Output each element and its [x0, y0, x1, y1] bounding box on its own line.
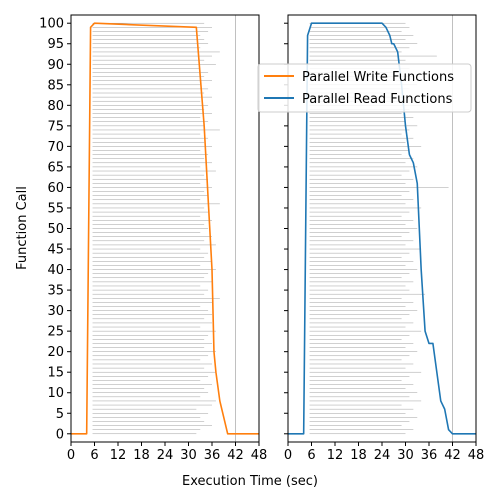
series-line-read: [288, 22, 476, 435]
legend-entry-write: Parallel Write Functions: [302, 70, 454, 85]
series-line-write: [71, 22, 259, 435]
y-tick-label: 95: [47, 37, 64, 52]
x-tick-label: 0: [67, 448, 75, 463]
y-tick-label: 90: [47, 58, 64, 73]
x-tick-label: 6: [307, 448, 315, 463]
x-tick-label: 12: [110, 448, 127, 463]
y-tick-label: 75: [47, 119, 64, 134]
y-tick-label: 45: [47, 243, 64, 258]
x-tick-label: 48: [468, 448, 485, 463]
y-tick-label: 80: [47, 99, 64, 114]
y-tick-label: 55: [47, 201, 64, 216]
x-tick-label: 24: [374, 448, 391, 463]
panel-write: 0 6 12 18 24 30 36 42 48051015202530354045505560…: [39, 14, 268, 463]
x-tick-label: 6: [90, 448, 98, 463]
y-tick-label: 100: [39, 17, 64, 32]
x-tick-label: 18: [133, 448, 150, 463]
x-tick-label: 42: [227, 448, 244, 463]
y-tick-label: 20: [47, 345, 64, 360]
x-tick-label: 48: [251, 448, 268, 463]
x-tick-label: 30: [180, 448, 197, 463]
x-tick-label: 42: [444, 448, 461, 463]
y-tick-label: 50: [47, 222, 64, 237]
legend-frame: [257, 63, 472, 113]
x-tick-label: 0: [284, 448, 292, 463]
y-tick-label: 85: [47, 78, 64, 93]
y-tick-label: 35: [47, 284, 64, 299]
y-axis-label: Function Call: [15, 186, 30, 270]
x-tick-label: 12: [327, 448, 344, 463]
legend: Parallel Write Functions Parallel Read F…: [257, 63, 472, 113]
y-tick-label: 30: [47, 304, 64, 319]
y-tick-label: 25: [47, 325, 64, 340]
x-tick-label: 30: [397, 448, 414, 463]
y-tick-label: 70: [47, 140, 64, 155]
x-tick-label: 36: [421, 448, 438, 463]
legend-entry-read: Parallel Read Functions: [302, 92, 453, 107]
x-tick-label: 24: [157, 448, 174, 463]
y-tick-label: 60: [47, 181, 64, 196]
y-tick-label: 40: [47, 263, 64, 278]
y-tick-label: 10: [47, 386, 64, 401]
y-tick-label: 65: [47, 160, 64, 175]
y-tick-label: 15: [47, 366, 64, 381]
y-tick-label: 0: [56, 427, 64, 442]
y-tick-label: 5: [56, 407, 64, 422]
x-tick-label: 36: [204, 448, 221, 463]
x-axis-label: Execution Time (sec): [182, 474, 318, 489]
x-tick-label: 18: [350, 448, 367, 463]
